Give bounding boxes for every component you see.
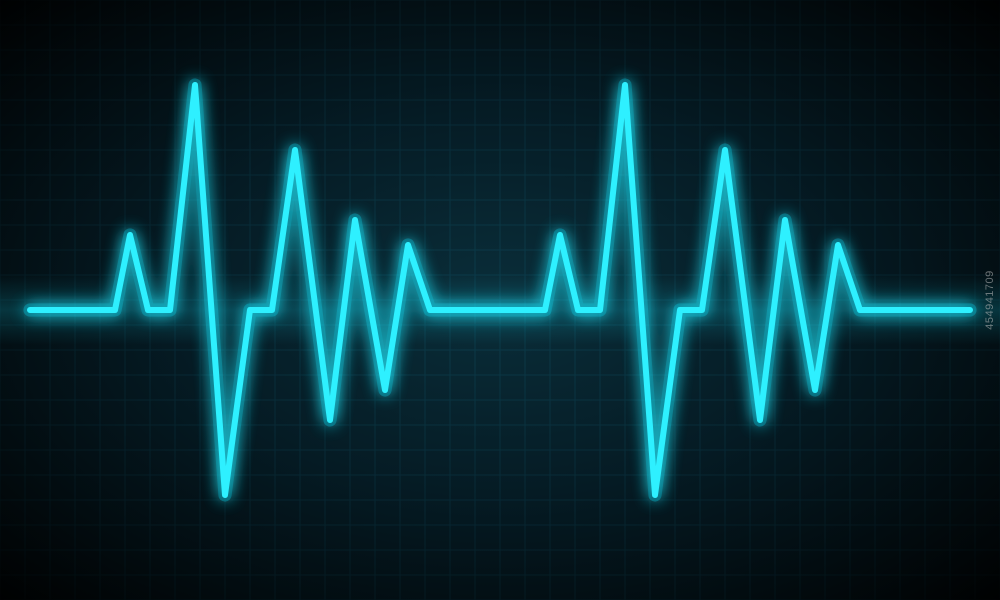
watermark-text: 454941709 (984, 270, 996, 330)
ecg-trace (0, 0, 1000, 600)
stock-id-watermark: 454941709 (984, 270, 996, 330)
ecg-monitor-graphic: 454941709 (0, 0, 1000, 600)
